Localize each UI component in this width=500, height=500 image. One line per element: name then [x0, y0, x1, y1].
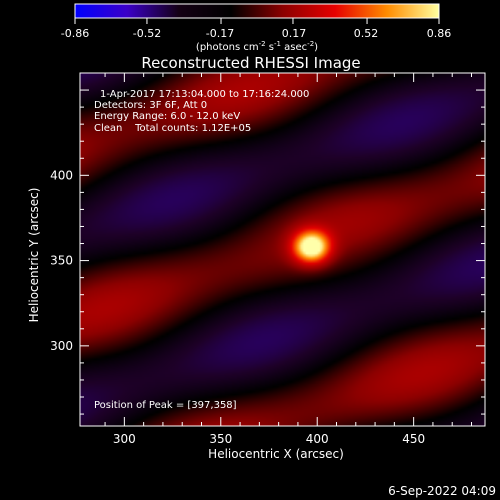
- annotation-time-range: 1-Apr-2017 17:13:04.000 to 17:16:24.000: [100, 89, 309, 100]
- colorbar-ticks: [74, 18, 440, 24]
- colorbar-tick-label: 0.52: [354, 27, 379, 40]
- colorbar-tick-labels: -0.86 -0.52 -0.17 0.17 0.52 0.86: [61, 27, 451, 40]
- x-tick-labels: 300 350 400 450: [113, 432, 425, 446]
- x-tick-label: 450: [402, 432, 425, 446]
- y-tick-labels: 300 350 400: [50, 168, 73, 353]
- colorbar-tick-label: -0.52: [133, 27, 161, 40]
- x-tick-label: 350: [209, 432, 232, 446]
- footer-date: 6-Sep-2022 04:09: [388, 484, 496, 498]
- y-tick-label: 350: [50, 254, 73, 268]
- plot-frame: [79, 72, 486, 427]
- y-tick-label: 400: [50, 168, 73, 182]
- x-tick-label: 400: [306, 432, 329, 446]
- y-axis-label: Heliocentric Y (arcsec): [27, 188, 41, 323]
- x-tick-label: 300: [113, 432, 136, 446]
- annotation-clean-counts: Clean Total counts: 1.12E+05: [94, 123, 251, 134]
- axis-ticks: [80, 72, 485, 426]
- colorbar-tick-label: -0.86: [61, 27, 89, 40]
- colorbar: [74, 3, 440, 19]
- colorbar-tick-label: 0.86: [427, 27, 452, 40]
- y-tick-label: 300: [50, 339, 73, 353]
- colorbar-unit-label: (photons cm-2 s-1 asec-2): [196, 40, 318, 53]
- x-axis-label: Heliocentric X (arcsec): [208, 447, 344, 461]
- colorbar-tick-label: -0.17: [206, 27, 234, 40]
- annotation-detectors: Detectors: 3F 6F, Att 0: [94, 100, 207, 111]
- chart-title: Reconstructed RHESSI Image: [141, 54, 360, 72]
- annotation-energy-range: Energy Range: 6.0 - 12.0 keV: [94, 111, 240, 122]
- peak-position-label: Position of Peak = [397,358]: [94, 400, 237, 411]
- heatmap-image: [80, 73, 485, 426]
- colorbar-tick-label: 0.17: [282, 27, 307, 40]
